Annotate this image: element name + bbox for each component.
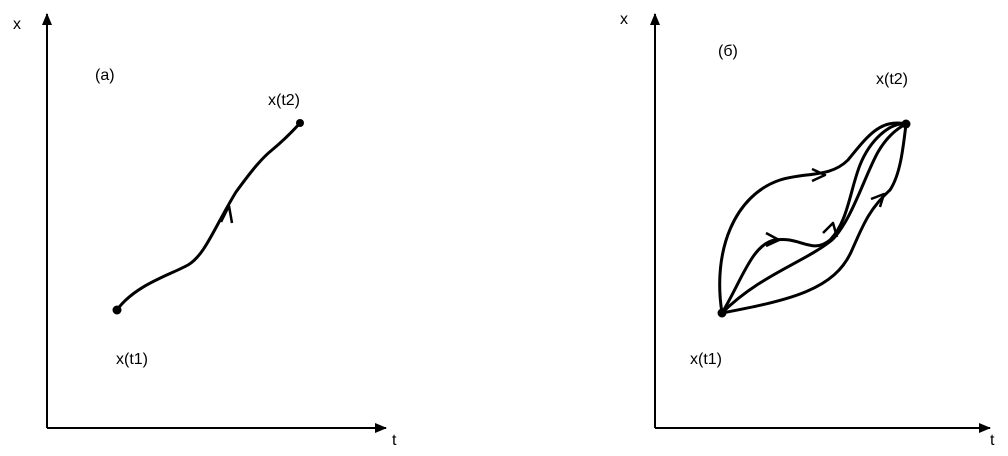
panel-b-y-axis-label: x [620,11,628,28]
panel-a-panel-label: (a) [95,67,115,84]
panel-b-arrow-upper [811,167,827,183]
panel-a-start-point [112,305,122,315]
panel-a-axes [42,13,387,433]
panel-a-x-axis-label: t [392,432,397,449]
panel-b-arrow-second-lower [822,221,839,238]
panel-a-end-label: x(t2) [268,92,300,109]
panel-a-start-label: x(t1) [116,351,148,368]
panel-b-paths-group [717,119,911,318]
panel-a-direction-arrow [219,204,234,224]
panel-b-panel-label: (б) [718,43,738,60]
panel-a-path [115,121,302,312]
panel-a-end-point [296,119,304,127]
panel-b-path-lower [720,122,908,315]
panel-b-start-point [717,308,727,318]
panel-b-path-upper [718,121,908,315]
panel-b-start-label: x(t1) [690,351,722,368]
panel-b-end-label: x(t2) [876,71,908,88]
panel-b-arrow-middle [765,231,781,248]
panel-b-x-axis-label: t [990,432,995,449]
panel-b-axes [650,13,991,433]
panel-a-y-axis-label: x [13,16,21,33]
panel-a-path-group [112,119,304,315]
panel-b-path-second-lower [720,122,908,315]
panel-b-end-point [901,119,911,129]
panel-b-arrow-lower [870,192,886,208]
